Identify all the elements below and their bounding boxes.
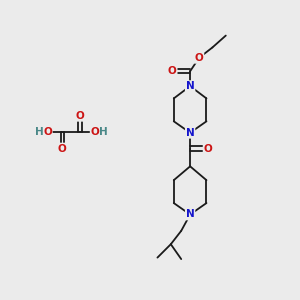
Text: N: N (186, 209, 194, 220)
Text: O: O (195, 53, 203, 63)
Text: O: O (168, 66, 177, 76)
Text: N: N (186, 81, 194, 91)
Text: H: H (35, 127, 44, 137)
Text: H: H (99, 127, 108, 137)
Text: O: O (76, 111, 85, 121)
Text: O: O (204, 143, 212, 154)
Text: O: O (43, 127, 52, 137)
Text: O: O (58, 143, 67, 154)
Text: O: O (91, 127, 99, 137)
Text: N: N (186, 128, 194, 138)
